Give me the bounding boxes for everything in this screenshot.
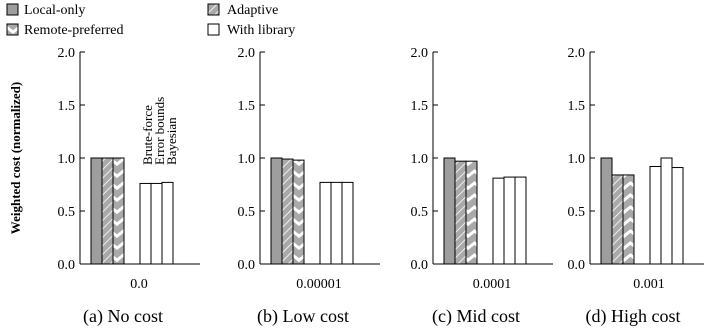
bar-with-library-3 (161, 181, 174, 265)
bar-local-only-3 (465, 160, 478, 265)
panel-caption: (d) High cost (586, 306, 681, 327)
bar-local-only-1 (90, 157, 103, 265)
legend-swatch-with-library (207, 23, 220, 36)
bar-with-library-3 (514, 176, 527, 265)
y-tick-label: 0.0 (238, 258, 256, 273)
y-tick-label: 0.5 (58, 205, 76, 220)
y-tick-label: 1.5 (568, 99, 586, 114)
y-tick-label: 0.5 (568, 205, 586, 220)
x-category-label: 0.00001 (296, 277, 342, 292)
y-tick-label: 0.5 (411, 205, 429, 220)
bar-local-only-1 (443, 157, 456, 265)
y-tick-label: 0.0 (411, 258, 429, 273)
y-tick-label: 1.5 (238, 99, 256, 114)
y-tick-label: 0.0 (58, 258, 76, 273)
legend-item-with-library: With library (207, 23, 295, 38)
legend-label-adaptive: Adaptive (227, 3, 278, 18)
chart-panel-3: 0.0 0.5 1.0 1.5 2.0 0.0001 (c) Mid cost (411, 46, 553, 327)
bar-local-only-2 (101, 157, 114, 265)
legend-label-with-library: With library (227, 23, 295, 38)
chart-panels: 0.0 0.5 1.0 1.5 2.0 0.0 (a) No cost 0.0 0.5 1.0 1.… (58, 46, 704, 327)
y-axis-title: Weighted cost (normalized) (8, 82, 23, 234)
bar-local-only-1 (600, 157, 613, 265)
bar-local-only-3 (112, 157, 125, 265)
bar-with-library-3 (671, 167, 684, 265)
bar-local-only-3 (292, 159, 305, 265)
bar-with-library-3 (341, 181, 354, 265)
y-tick-label: 0.0 (568, 258, 586, 273)
y-tick-label: 2.0 (58, 46, 76, 61)
bar-local-only-3 (622, 174, 635, 265)
bar-with-library-1 (319, 181, 332, 265)
chart-panel-1: 0.0 0.5 1.0 1.5 2.0 0.0 (a) No cost (58, 46, 200, 327)
bar-with-library-2 (503, 176, 516, 265)
y-tick-label: 2.0 (238, 46, 256, 61)
legend-item-local-only: Local-only (6, 3, 85, 18)
y-tick-label: 1.5 (411, 99, 429, 114)
bar-local-only-2 (611, 174, 624, 265)
legend-item-adaptive: Adaptive (207, 3, 278, 18)
bar-label-error-bounds: Error bounds (152, 97, 167, 165)
panel-caption: (b) Low cost (257, 306, 349, 327)
bar-label-brute-force: Brute-force (140, 105, 155, 165)
bar-method-labels: Brute-force Error bounds Bayesian (140, 97, 179, 165)
bar-local-only-1 (270, 157, 283, 265)
legend-swatch-adaptive (207, 3, 220, 16)
bar-local-only-2 (454, 160, 467, 265)
bar-local-only-2 (281, 158, 294, 265)
bar-with-library-1 (649, 165, 662, 265)
bar-with-library-2 (660, 157, 673, 265)
y-tick-label: 0.5 (238, 205, 256, 220)
chart-panel-4: 0.0 0.5 1.0 1.5 2.0 0.001 (d) High cost (568, 46, 704, 327)
y-tick-label: 1.0 (58, 152, 76, 167)
bar-label-bayesian: Bayesian (164, 117, 179, 165)
y-tick-label: 1.0 (238, 152, 256, 167)
bar-with-library-2 (150, 182, 163, 265)
legend-label-local-only: Local-only (24, 3, 85, 18)
bar-with-library-1 (492, 177, 505, 265)
bar-with-library-1 (139, 182, 152, 265)
y-tick-label: 1.0 (568, 152, 586, 167)
y-tick-label: 1.0 (411, 152, 429, 167)
legend-label-remote-preferred: Remote-preferred (24, 23, 124, 38)
bar-with-library-2 (330, 181, 343, 265)
y-tick-label: 2.0 (411, 46, 429, 61)
legend-swatch-local-only (6, 3, 19, 16)
panel-caption: (c) Mid cost (432, 306, 520, 327)
x-category-label: 0.001 (633, 277, 665, 292)
legend-item-remote-preferred: Remote-preferred (6, 23, 124, 38)
legend: Local-only Adaptive Remote-preferred Wit… (6, 3, 295, 38)
legend-swatch-remote-preferred (6, 23, 19, 36)
chart-panel-2: 0.0 0.5 1.0 1.5 2.0 0.00001 (b) Low cost (238, 46, 380, 327)
x-category-label: 0.0 (130, 277, 148, 292)
y-tick-label: 2.0 (568, 46, 586, 61)
panel-caption: (a) No cost (83, 306, 163, 327)
y-tick-label: 1.5 (58, 99, 76, 114)
x-category-label: 0.0001 (473, 277, 512, 292)
